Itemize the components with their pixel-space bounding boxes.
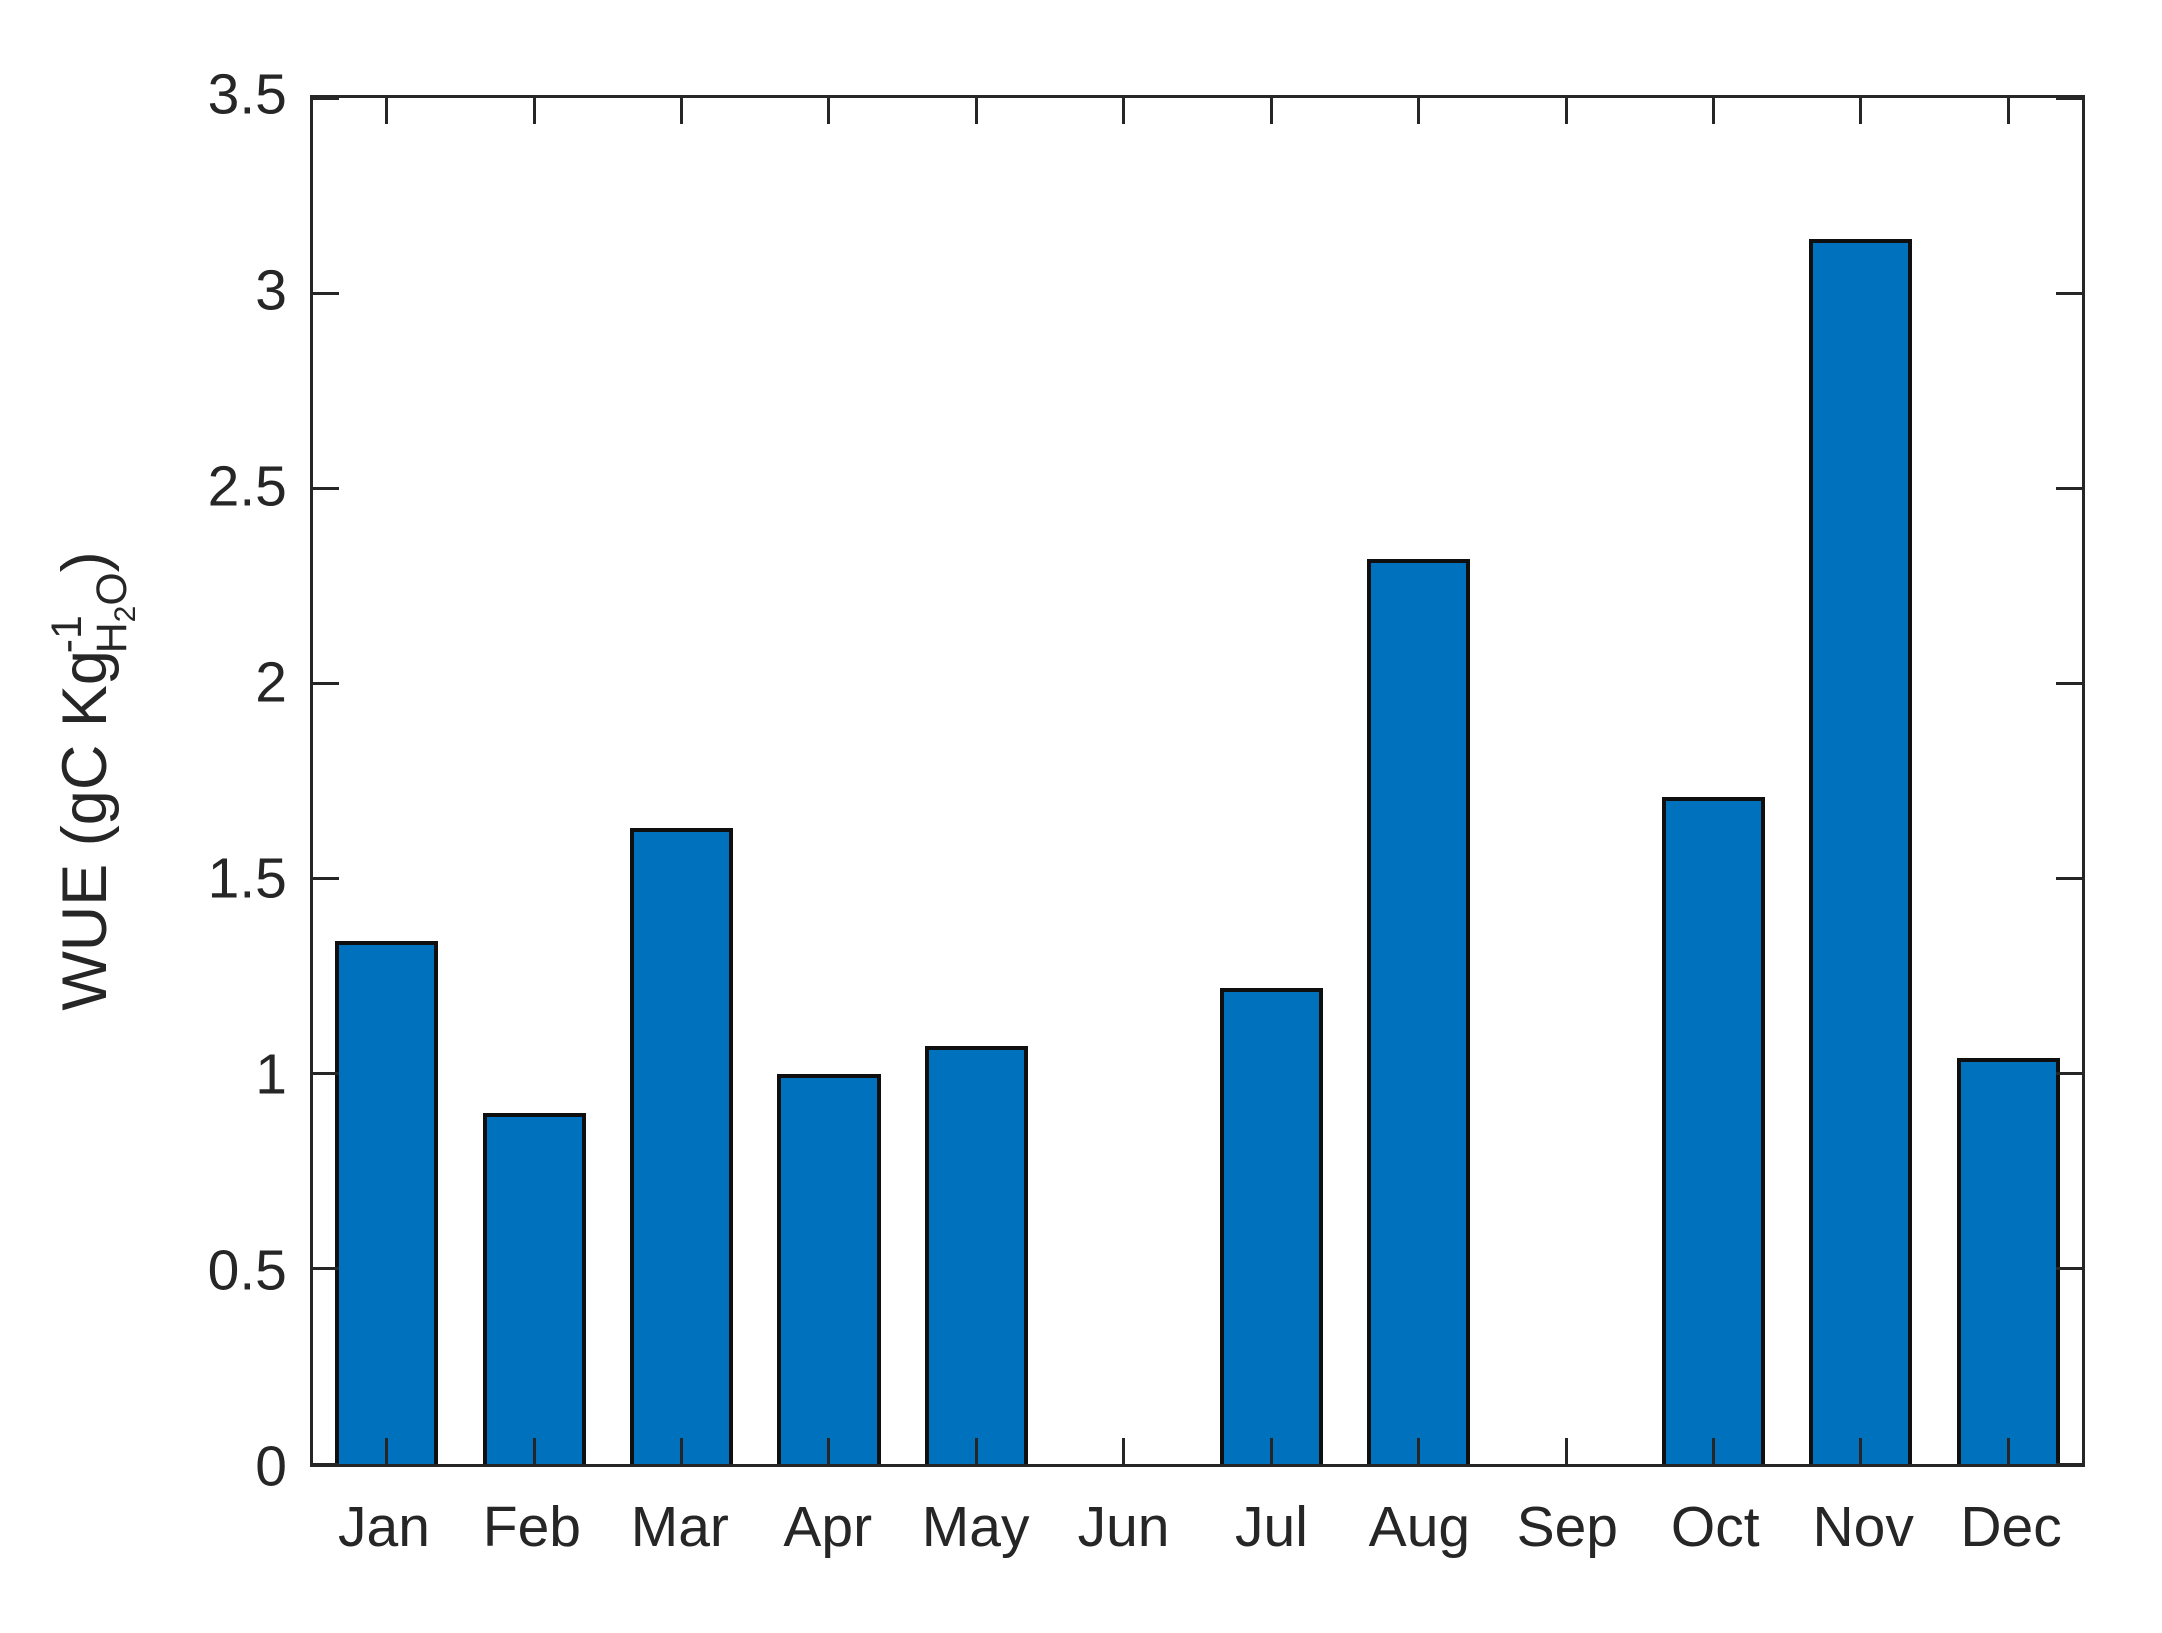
x-tick-label-jul: Jul bbox=[1235, 1495, 1308, 1559]
x-tick-bottom-sep bbox=[1564, 1438, 1568, 1465]
y-tick-left-2-5 bbox=[313, 486, 340, 490]
y-tick-left-0 bbox=[313, 1462, 340, 1466]
y-tick-label-1-5: 1.5 bbox=[207, 846, 287, 911]
x-tick-bottom-mar bbox=[680, 1438, 684, 1465]
bar-dec bbox=[1956, 1058, 2060, 1465]
x-tick-top-jan bbox=[385, 98, 389, 125]
x-tick-label-jun: Jun bbox=[1077, 1495, 1170, 1559]
plot-area bbox=[310, 95, 2086, 1468]
y-tick-left-0-5 bbox=[313, 1267, 340, 1271]
y-tick-right-3 bbox=[2056, 291, 2083, 295]
y-tick-left-1 bbox=[313, 1072, 340, 1076]
x-tick-top-jul bbox=[1269, 98, 1273, 125]
bar-nov bbox=[1809, 238, 1913, 1465]
x-tick-bottom-jul bbox=[1269, 1438, 1273, 1465]
y-tick-labels: 0 0.5 1 1.5 2 2.5 3 3.5 bbox=[0, 66, 287, 1495]
y-tick-right-1 bbox=[2056, 1072, 2083, 1076]
bar-jan bbox=[335, 941, 439, 1465]
x-tick-bottom-apr bbox=[827, 1438, 831, 1465]
x-tick-label-apr: Apr bbox=[783, 1495, 873, 1559]
y-tick-right-2-5 bbox=[2056, 486, 2083, 490]
bar-aug bbox=[1367, 558, 1471, 1465]
x-tick-label-aug: Aug bbox=[1368, 1495, 1471, 1559]
x-tick-label-dec: Dec bbox=[1960, 1495, 2062, 1559]
bar-may bbox=[924, 1046, 1028, 1465]
x-tick-label-jan: Jan bbox=[338, 1495, 430, 1559]
y-tick-label-0-5: 0.5 bbox=[207, 1238, 287, 1303]
y-tick-label-1: 1 bbox=[255, 1042, 287, 1107]
y-tick-label-2: 2 bbox=[255, 650, 287, 715]
y-tick-label-3-5: 3.5 bbox=[207, 62, 287, 127]
x-tick-top-mar bbox=[680, 98, 684, 125]
bar-feb bbox=[482, 1112, 586, 1465]
y-tick-left-3 bbox=[313, 291, 340, 295]
x-tick-top-apr bbox=[827, 98, 831, 125]
x-tick-bottom-dec bbox=[2006, 1438, 2010, 1465]
y-tick-left-2 bbox=[313, 681, 340, 685]
x-tick-label-sep: Sep bbox=[1516, 1495, 1619, 1559]
y-tick-label-2-5: 2.5 bbox=[207, 454, 287, 519]
x-tick-top-sep bbox=[1564, 98, 1568, 125]
x-tick-label-may: May bbox=[921, 1495, 1030, 1559]
x-tick-top-jun bbox=[1122, 98, 1126, 125]
x-tick-label-feb: Feb bbox=[482, 1495, 582, 1559]
x-tick-bottom-oct bbox=[1711, 1438, 1715, 1465]
x-tick-bottom-nov bbox=[1859, 1438, 1863, 1465]
y-tick-label-3: 3 bbox=[255, 258, 287, 323]
y-tick-right-0 bbox=[2056, 1462, 2083, 1466]
bar-oct bbox=[1661, 796, 1766, 1465]
x-tick-top-may bbox=[974, 98, 978, 125]
bar-mar bbox=[629, 827, 734, 1465]
x-tick-bottom-jun bbox=[1122, 1438, 1126, 1465]
y-tick-left-1-5 bbox=[313, 877, 340, 881]
y-tick-right-3-5 bbox=[2056, 96, 2083, 100]
bar-jul bbox=[1219, 987, 1323, 1465]
x-tick-bottom-jan bbox=[385, 1438, 389, 1465]
y-tick-right-2 bbox=[2056, 681, 2083, 685]
y-tick-right-0-5 bbox=[2056, 1267, 2083, 1271]
x-tick-top-oct bbox=[1711, 98, 1715, 125]
x-tick-label-nov: Nov bbox=[1812, 1495, 1914, 1559]
bar-apr bbox=[777, 1073, 881, 1465]
x-tick-labels: Jan Feb Mar Apr May Jun Jul Aug Sep Oct Nov Dec bbox=[310, 1495, 2085, 1593]
x-tick-label-mar: Mar bbox=[630, 1495, 729, 1559]
y-tick-left-3-5 bbox=[313, 96, 340, 100]
x-tick-bottom-may bbox=[974, 1438, 978, 1465]
y-tick-right-1-5 bbox=[2056, 877, 2083, 881]
x-tick-top-nov bbox=[1859, 98, 1863, 125]
x-tick-bottom-feb bbox=[532, 1438, 536, 1465]
x-tick-top-dec bbox=[2006, 98, 2010, 125]
y-tick-label-0: 0 bbox=[255, 1434, 287, 1499]
x-tick-label-oct: Oct bbox=[1670, 1495, 1760, 1559]
x-tick-top-feb bbox=[532, 98, 536, 125]
x-tick-top-aug bbox=[1417, 98, 1421, 125]
x-tick-bottom-aug bbox=[1417, 1438, 1421, 1465]
